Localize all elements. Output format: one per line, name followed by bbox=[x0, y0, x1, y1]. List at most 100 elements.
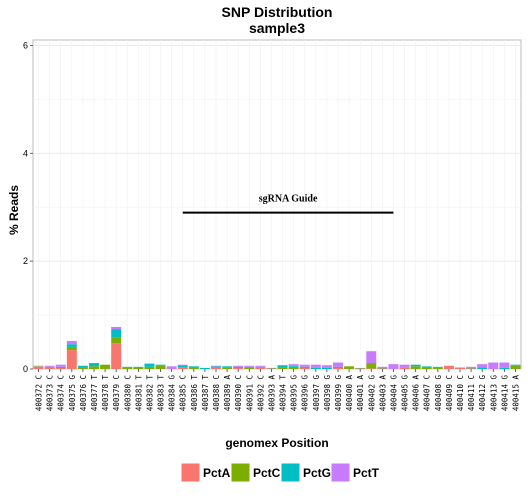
x-axis-title: genomex Position bbox=[225, 436, 328, 450]
x-tick-label: 400412 G bbox=[478, 375, 487, 412]
bar-pctt-2 bbox=[55, 364, 66, 367]
bar-pctg-19 bbox=[244, 366, 255, 368]
y-tick-label: 4 bbox=[23, 148, 28, 158]
chart-subtitle: sample3 bbox=[249, 20, 305, 36]
bar-pctc-43 bbox=[510, 365, 521, 369]
bar-pctg-7 bbox=[111, 329, 122, 338]
bar-pctc-29 bbox=[355, 368, 366, 369]
x-tick-label: 400374 C bbox=[57, 375, 66, 411]
bar-pctc-10 bbox=[144, 366, 155, 369]
annotations: sgRNA Guide bbox=[182, 194, 394, 214]
bar-pctt-40 bbox=[477, 364, 488, 368]
x-tick-label: 400376 C bbox=[79, 375, 88, 411]
x-tick-label: 400398 G bbox=[323, 375, 332, 412]
bar-pcta-13 bbox=[177, 367, 188, 369]
x-tick-label: 400397 G bbox=[312, 375, 321, 412]
legend-label-pctg: PctG bbox=[303, 466, 331, 480]
bar-pctc-39 bbox=[466, 368, 477, 369]
bar-pctg-4 bbox=[77, 365, 88, 368]
y-tick-label: 0 bbox=[23, 364, 28, 374]
x-tick-label: 400372 C bbox=[35, 375, 44, 411]
x-tick-label: 400381 T bbox=[134, 375, 143, 412]
x-tick-label: 400410 C bbox=[456, 375, 465, 411]
x-tick-label: 400414 G bbox=[500, 375, 509, 412]
bar-pctg-8 bbox=[122, 366, 133, 368]
bar-pctt-27 bbox=[333, 362, 343, 367]
bar-pctt-16 bbox=[211, 365, 221, 367]
bar-pctt-7 bbox=[111, 326, 122, 330]
bar-pctg-3 bbox=[66, 344, 77, 347]
x-tick-label: 400396 G bbox=[301, 375, 310, 412]
x-tick-label: 400409 C bbox=[445, 375, 454, 411]
bar-pctt-23 bbox=[288, 364, 299, 366]
bar-pcta-20 bbox=[255, 367, 266, 369]
x-tick-label: 400406 A bbox=[412, 375, 421, 412]
x-tick-label: 400404 G bbox=[389, 375, 398, 412]
x-tick-label: 400384 G bbox=[168, 375, 177, 412]
bar-pctt-13 bbox=[177, 364, 188, 366]
bar-pctc-34 bbox=[410, 366, 421, 369]
x-tick-label: 400405 G bbox=[401, 375, 410, 412]
x-tick-label: 400388 C bbox=[212, 375, 221, 411]
x-tick-label: 400382 T bbox=[145, 375, 154, 412]
bar-pctt-19 bbox=[244, 365, 255, 367]
legend-label-pctc: PctC bbox=[253, 466, 281, 480]
bar-pcta-18 bbox=[233, 367, 244, 369]
bar-pctc-8 bbox=[122, 367, 133, 369]
x-tick-label: 400415 A bbox=[511, 375, 520, 412]
bar-pcta-16 bbox=[211, 367, 221, 369]
bar-pctg-24 bbox=[299, 366, 310, 368]
bar-pctg-34 bbox=[410, 364, 421, 367]
bar-pctg-2 bbox=[55, 366, 66, 368]
sgrna-guide-label: sgRNA Guide bbox=[259, 194, 318, 205]
x-tick-label: 400389 A bbox=[223, 375, 232, 412]
bar-pctt-1 bbox=[44, 365, 55, 367]
bar-pctg-20 bbox=[255, 366, 266, 368]
bar-pctt-12 bbox=[166, 366, 177, 369]
legend-key-pctt bbox=[330, 462, 351, 483]
bar-pcta-3 bbox=[66, 350, 77, 369]
x-tick-label: 400387 T bbox=[201, 375, 210, 412]
bar-pctc-36 bbox=[432, 367, 443, 369]
bar-pcta-33 bbox=[399, 367, 410, 369]
bar-pctg-5 bbox=[89, 363, 99, 367]
bar-pctc-19 bbox=[244, 367, 255, 369]
x-tick-label: 400394 T bbox=[279, 375, 288, 412]
bar-pcta-37 bbox=[443, 365, 454, 369]
bar-pctc-6 bbox=[100, 364, 111, 369]
x-tick-label: 400379 C bbox=[112, 375, 121, 411]
x-tick-label: 400403 A bbox=[378, 375, 387, 412]
chart-title: SNP Distribution bbox=[222, 4, 333, 20]
bar-pctg-13 bbox=[177, 365, 188, 368]
x-tick-label: 400383 T bbox=[157, 375, 166, 412]
bar-pctg-15 bbox=[199, 367, 210, 369]
bar-pcta-27 bbox=[333, 367, 343, 369]
legend-key-pcta bbox=[180, 462, 201, 483]
bar-pctg-25 bbox=[310, 367, 321, 369]
x-tick-label: 400411 C bbox=[467, 375, 476, 411]
bar-pcta-7 bbox=[111, 343, 122, 369]
y-tick-label: 6 bbox=[23, 40, 28, 50]
bar-pctc-3 bbox=[66, 346, 77, 351]
x-tick-label: 400392 C bbox=[256, 375, 265, 411]
x-tick-label: 400413 G bbox=[489, 375, 498, 412]
bar-series bbox=[33, 326, 521, 369]
bar-pctc-1 bbox=[44, 366, 55, 368]
bar-pctc-21 bbox=[266, 368, 277, 369]
bar-pcta-38 bbox=[455, 367, 465, 369]
bar-pctt-41 bbox=[488, 362, 499, 369]
bar-pctg-10 bbox=[144, 363, 155, 367]
x-tick-label: 400390 C bbox=[234, 375, 243, 411]
bar-pctc-11 bbox=[155, 365, 166, 369]
y-axis-title: % Reads bbox=[7, 185, 21, 235]
x-tick-label: 400401 A bbox=[356, 375, 365, 412]
bar-pctc-9 bbox=[133, 367, 144, 369]
x-tick-label: 400408 G bbox=[434, 375, 443, 412]
bar-pctt-24 bbox=[299, 364, 310, 367]
x-tick-label: 400373 C bbox=[46, 375, 55, 411]
bar-pctt-30 bbox=[366, 351, 377, 364]
y-tick-label: 2 bbox=[23, 256, 28, 266]
x-tick-label: 400393 A bbox=[267, 375, 276, 412]
bar-pctg-11 bbox=[155, 364, 166, 366]
